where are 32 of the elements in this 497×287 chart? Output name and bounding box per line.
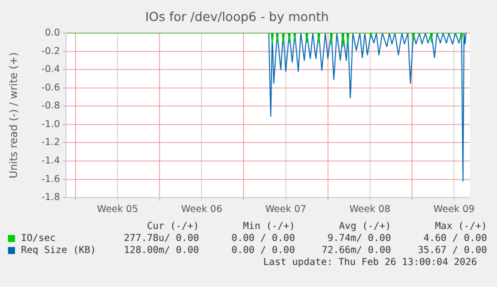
text: 277.78u/ 0.00 (122, 233, 199, 245)
y-tick-label: -1.6 (41, 174, 60, 185)
y-tick-label: -0.4 (41, 64, 60, 76)
y-axis-title: Units read (-) / write (+) (8, 52, 20, 178)
legend-label: Req Size (KB) (20, 245, 98, 257)
text: Avg (-/+) (338, 221, 391, 233)
text: 128.00m/ 0.00 (122, 245, 199, 257)
y-tick-label: -1.8 (41, 192, 60, 204)
x-tick-label: Week 08 (349, 204, 390, 215)
text: Cur (-/+) (146, 221, 199, 233)
text: 72.66m/ 0.00 (320, 245, 391, 257)
x-tick-label: Week 09 (433, 204, 475, 215)
y-tick-label: -1.2 (41, 137, 60, 148)
text: Max (-/+) (434, 221, 487, 233)
legend-label: IO/sec (20, 233, 57, 245)
y-tick-label: -1.4 (41, 155, 60, 166)
x-tick-label: Week 06 (181, 204, 222, 215)
x-tick-label: Week 05 (96, 204, 138, 215)
text: 4.60 / 0.00 (422, 233, 487, 245)
text: 0.00 / 0.00 (230, 233, 295, 245)
text: 0.00 / 0.00 (230, 245, 295, 257)
chart-title: IOs for /dev/loop6 - by month (145, 8, 329, 24)
y-tick-label: -0.6 (41, 82, 60, 94)
text: 9.74m/ 0.00 (326, 233, 391, 245)
text: Min (-/+) (242, 221, 295, 233)
text: Last update: Thu Feb 26 13:00:04 2026 (263, 257, 477, 268)
x-tick-label: Week 07 (265, 204, 306, 215)
y-tick-label: -1.0 (41, 118, 60, 130)
y-tick-label: -0.8 (41, 100, 60, 112)
text: 35.67 / 0.00 (416, 245, 487, 257)
y-tick-label: -0.2 (41, 46, 60, 57)
y-tick-label: 0.0 (44, 27, 60, 38)
